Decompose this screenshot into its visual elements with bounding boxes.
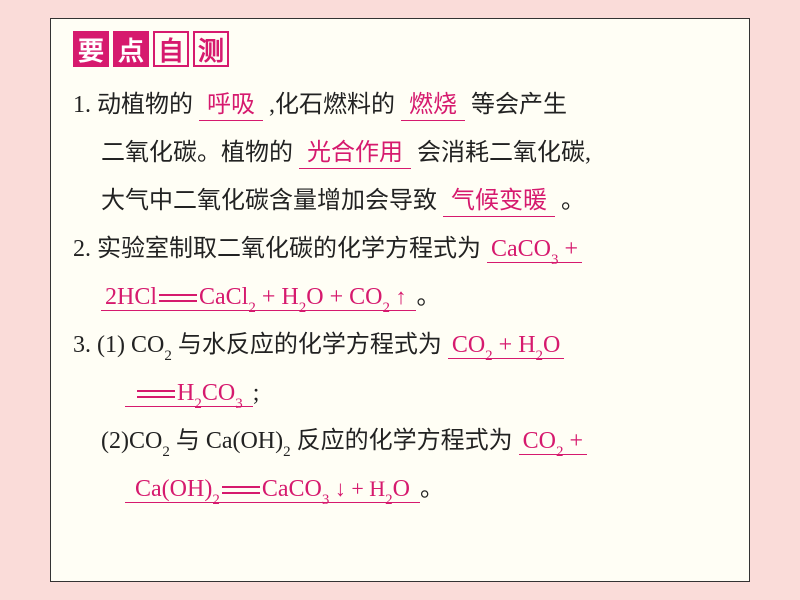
q2-eq-e-sub: 2 xyxy=(382,300,390,316)
q3b-eq-part2: Ca(OH)2CaCO3 ↓ + H2O xyxy=(125,476,420,503)
q1-line2: 二氧化碳。植物的 光合作用 会消耗二氧化碳, xyxy=(73,129,727,177)
q3b-eq-a-sub: 2 xyxy=(556,444,564,460)
q3a-eq-d: H xyxy=(177,380,194,406)
equals-icon xyxy=(137,389,175,399)
q2-eq-d-sub: 2 xyxy=(299,300,307,316)
q2-text1: 2. 实验室制取二氧化碳的化学方程式为 xyxy=(73,236,481,262)
q3b-eq-c-sub: 2 xyxy=(212,492,220,508)
q2-line2: 2HClCaCl2 + H2O + CO2 ↑ 。 xyxy=(73,273,727,321)
q3a-eq-e: CO xyxy=(202,380,235,406)
worksheet-page: 要 点 自 测 1. 动植物的 呼吸 ,化石燃料的 燃烧 等会产生 二氧化碳。植… xyxy=(50,18,750,582)
q3b-eq-d-sub: 3 xyxy=(322,492,330,508)
q1-answer4: 气候变暖 xyxy=(443,187,555,217)
q3a-semicolon: ; xyxy=(253,380,260,406)
q3a-eq-a: CO xyxy=(452,332,485,358)
equals-icon xyxy=(222,485,260,495)
q3b-text3: 反应的化学方程式为 xyxy=(297,428,513,454)
q1-text7: 。 xyxy=(561,188,585,214)
q3a-text1: 3. (1) CO2 xyxy=(73,332,172,358)
q2-eq-a-sub: 3 xyxy=(551,252,559,268)
q2-line1: 2. 实验室制取二氧化碳的化学方程式为 CaCO3 + xyxy=(73,225,727,273)
q1-text2: ,化石燃料的 xyxy=(269,92,395,118)
q3b-text1: (2)CO2 与 Ca(OH)2 xyxy=(101,428,291,454)
q2-eq-b: 2HCl xyxy=(105,284,157,310)
q2-eq-part2: 2HClCaCl2 + H2O + CO2 ↑ xyxy=(101,284,416,311)
q3a-eq-a-sub: 2 xyxy=(485,348,493,364)
q1-text1: 1. 动植物的 xyxy=(73,92,193,118)
q2-eq-arrow: ↑ xyxy=(390,284,407,309)
q1-line1: 1. 动植物的 呼吸 ,化石燃料的 燃烧 等会产生 xyxy=(73,81,727,129)
q2-eq-c-sub: 2 xyxy=(248,300,256,316)
q3b-eq-d: CaCO xyxy=(262,476,322,502)
q3b-eq-a: CO xyxy=(523,428,556,454)
q3b-eq-f: O xyxy=(393,476,410,502)
q2-eq-d: + H xyxy=(256,284,299,310)
q3a-eq-part1: CO2 + H2O xyxy=(448,332,565,359)
q3a-eq-b-sub: 2 xyxy=(536,348,544,364)
content-area: 1. 动植物的 呼吸 ,化石燃料的 燃烧 等会产生 二氧化碳。植物的 光合作用 … xyxy=(73,81,727,513)
q3b-eq-c: Ca(OH) xyxy=(135,476,212,502)
q1-answer1: 呼吸 xyxy=(199,91,263,121)
q3a-t1b: 2 xyxy=(164,348,172,364)
title-box-2: 点 xyxy=(113,31,149,67)
q1-answer2: 燃烧 xyxy=(401,91,465,121)
q1-line3: 大气中二氧化碳含量增加会导致 气候变暖 。 xyxy=(73,177,727,225)
q3b-t2b: 2 xyxy=(283,444,291,460)
q2-eq-a: CaCO xyxy=(491,236,551,262)
q3b-eq-b: + xyxy=(563,428,583,454)
q3a-eq-d-sub: 2 xyxy=(194,396,202,412)
q2-eq-part1: CaCO3 + xyxy=(487,236,582,263)
title-box-3: 自 xyxy=(153,31,189,67)
q2-eq-e: O + CO xyxy=(306,284,382,310)
q1-answer3: 光合作用 xyxy=(299,139,411,169)
q3a-eq-c: O xyxy=(543,332,560,358)
q3b-t1a: (2)CO xyxy=(101,428,162,454)
q3a-eq-b: + H xyxy=(493,332,536,358)
q3a-t1a: 3. (1) CO xyxy=(73,332,164,358)
q3a-eq-e-sub: 3 xyxy=(235,396,243,412)
equals-icon xyxy=(159,293,197,303)
q1-text5: 会消耗二氧化碳, xyxy=(417,140,591,166)
q3b-eq-part1: CO2 + xyxy=(519,428,587,455)
q2-eq-c: CaCl xyxy=(199,284,248,310)
q2-period: 。 xyxy=(416,284,440,310)
q3b-period: 。 xyxy=(420,476,444,502)
q2-eq-a-end: + xyxy=(559,236,579,262)
q3b-eq-e-sub: 2 xyxy=(385,492,393,508)
q3a-eq-part2: H2CO3 xyxy=(125,380,253,407)
q3a-text2: 与水反应的化学方程式为 xyxy=(178,332,442,358)
q3b-line1: (2)CO2 与 Ca(OH)2 反应的化学方程式为 CO2 + xyxy=(73,417,727,465)
q3a-line2: H2CO3 ; xyxy=(73,369,727,417)
q3b-line2: Ca(OH)2CaCO3 ↓ + H2O 。 xyxy=(73,465,727,513)
title-bar: 要 点 自 测 xyxy=(73,31,727,67)
q1-text4: 二氧化碳。植物的 xyxy=(101,140,293,166)
q1-text3: 等会产生 xyxy=(471,92,567,118)
title-box-1: 要 xyxy=(73,31,109,67)
title-box-4: 测 xyxy=(193,31,229,67)
q3a-line1: 3. (1) CO2 与水反应的化学方程式为 CO2 + H2O xyxy=(73,321,727,369)
q3b-t1b: 2 xyxy=(162,444,170,460)
q3b-eq-e: ↓ + H xyxy=(329,476,385,501)
q1-text6: 大气中二氧化碳含量增加会导致 xyxy=(101,188,437,214)
q3b-t2a: 与 Ca(OH) xyxy=(170,428,283,454)
